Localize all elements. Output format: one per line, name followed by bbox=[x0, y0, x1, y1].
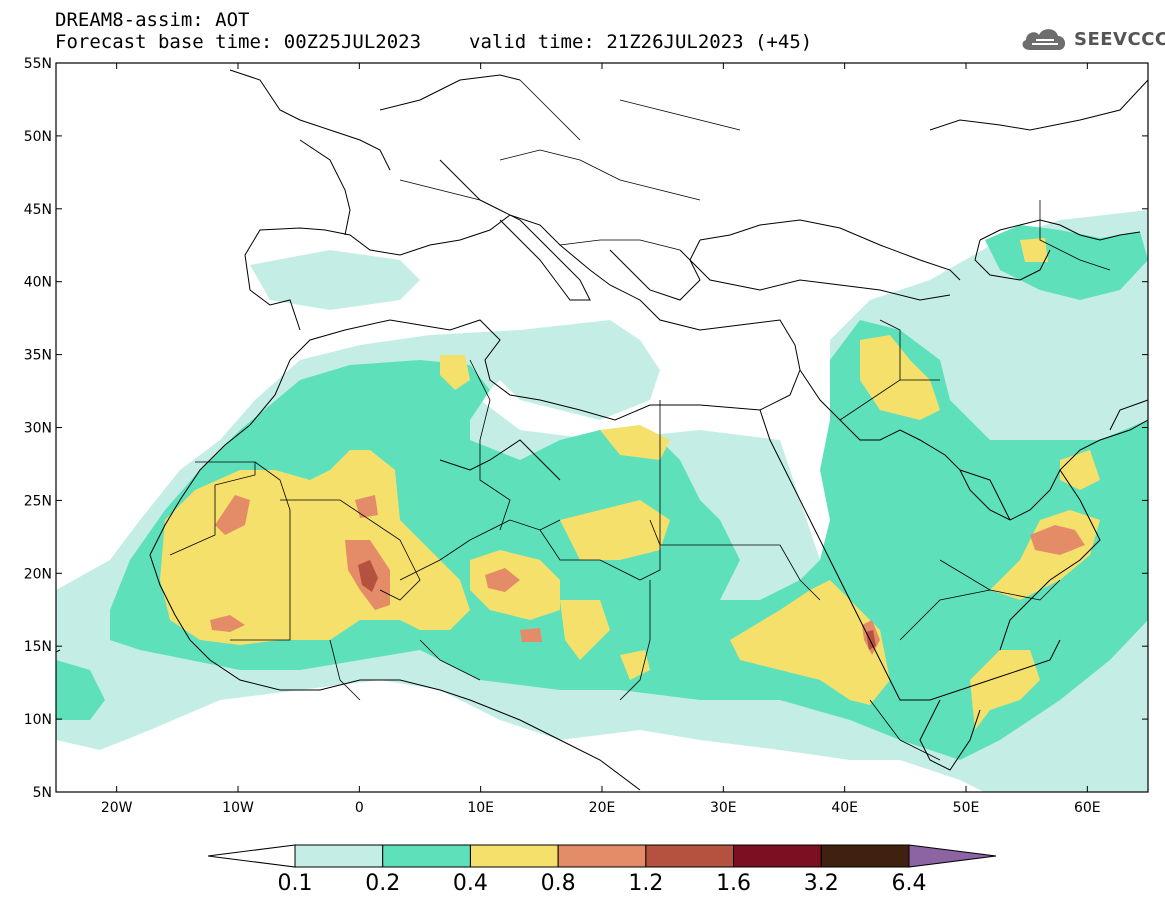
colorbar-over-triangle bbox=[908, 844, 997, 868]
aot-level-0.8 bbox=[210, 495, 1085, 655]
lon-tick-label: 40E bbox=[831, 800, 858, 816]
colorbar-segment bbox=[733, 844, 822, 868]
colorbar-label: 6.4 bbox=[892, 871, 927, 896]
cloud-icon bbox=[1022, 29, 1066, 50]
lat-tick-label: 20N bbox=[24, 566, 52, 582]
lat-tick-label: 50N bbox=[24, 129, 52, 145]
colorbar-segment bbox=[557, 844, 647, 868]
lat-tick-label: 55N bbox=[24, 56, 52, 72]
lon-tick-label: 10W bbox=[222, 800, 254, 816]
lon-tick-label: 20W bbox=[101, 800, 133, 816]
colorbar-segment bbox=[820, 844, 910, 868]
aot-field bbox=[56, 210, 1148, 792]
lon-tick-label: 20E bbox=[589, 800, 616, 816]
lon-tick-label: 60E bbox=[1074, 800, 1101, 816]
longitude-axis: 20W 10W 0 10E 20E 30E 40E 50E 60E bbox=[101, 63, 1101, 816]
lat-tick-label: 5N bbox=[33, 785, 52, 801]
lon-tick-label: 50E bbox=[953, 800, 980, 816]
colorbar-label: 0.1 bbox=[278, 871, 313, 896]
lon-tick-label: 30E bbox=[710, 800, 737, 816]
latitude-axis: 55N 50N 45N 40N 35N 30N 25N 20N 15N 10N 5N bbox=[24, 56, 1148, 801]
forecast-base-time: Forecast base time: 00Z25JUL2023 bbox=[55, 31, 422, 53]
colorbar-under-triangle bbox=[207, 844, 296, 868]
lat-tick-label: 15N bbox=[24, 639, 52, 655]
lat-tick-label: 25N bbox=[24, 493, 52, 509]
colorbar-segment bbox=[645, 844, 735, 868]
colorbar-segment bbox=[382, 844, 471, 868]
map-title: DREAM8-assim: AOT bbox=[55, 9, 250, 31]
colorbar-segment bbox=[469, 844, 559, 868]
colorbar-label: 0.2 bbox=[365, 871, 400, 896]
lat-tick-label: 40N bbox=[24, 275, 52, 291]
lat-tick-label: 10N bbox=[24, 712, 52, 728]
country-borders bbox=[169, 79, 1111, 761]
colorbar-label: 1.2 bbox=[628, 871, 663, 896]
seevccc-logo: SEEVCCC bbox=[1018, 22, 1165, 56]
lon-tick-label: 0 bbox=[355, 800, 364, 816]
time-info: Forecast base time: 00Z25JUL2023 valid ti… bbox=[55, 32, 812, 52]
logo-text: SEEVCCC bbox=[1074, 28, 1165, 50]
lat-tick-label: 35N bbox=[24, 348, 52, 364]
lon-tick-label: 10E bbox=[467, 800, 494, 816]
colorbar-label: 3.2 bbox=[804, 871, 839, 896]
colorbar-label: 0.4 bbox=[453, 871, 488, 896]
colorbar-segment bbox=[294, 844, 384, 868]
lat-tick-label: 30N bbox=[24, 421, 52, 437]
coastlines bbox=[56, 69, 1148, 791]
colorbar: 0.1 0.2 0.4 0.8 1.2 1.6 3.2 6.4 bbox=[207, 844, 997, 896]
colorbar-label: 1.6 bbox=[716, 871, 751, 896]
colorbar-label: 0.8 bbox=[541, 871, 576, 896]
aot-level-1.2 bbox=[358, 560, 876, 650]
lat-tick-label: 45N bbox=[24, 202, 52, 218]
valid-time: valid time: 21Z26JUL2023 (+45) bbox=[469, 31, 813, 53]
